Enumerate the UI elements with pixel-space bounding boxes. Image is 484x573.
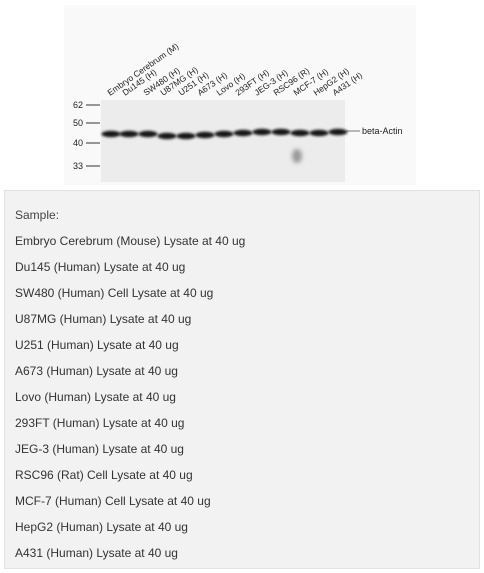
protein-band bbox=[119, 130, 139, 138]
sample-item: SW480 (Human) Cell Lysate at 40 ug bbox=[15, 286, 214, 300]
sample-item: A431 (Human) Lysate at 40 ug bbox=[15, 546, 178, 560]
membrane bbox=[101, 100, 345, 182]
protein-band bbox=[233, 129, 253, 137]
band-row bbox=[101, 128, 348, 140]
protein-band bbox=[290, 129, 310, 137]
protein-band bbox=[195, 131, 215, 139]
marker-label: 33 bbox=[73, 161, 83, 171]
protein-band bbox=[328, 128, 348, 136]
western-blot-figure: Embryo Cerebrum (M) Du145 (H) SW480 (H) U87… bbox=[0, 0, 484, 190]
sample-item: HepG2 (Human) Lysate at 40 ug bbox=[15, 520, 188, 534]
sample-item: U251 (Human) Lysate at 40 ug bbox=[15, 338, 179, 352]
marker-label: 40 bbox=[73, 138, 83, 148]
sample-item: U87MG (Human) Lysate at 40 ug bbox=[15, 312, 192, 326]
sample-item: Embryo Cerebrum (Mouse) Lysate at 40 ug bbox=[15, 234, 246, 248]
sample-heading: Sample: bbox=[15, 208, 60, 222]
protein-band bbox=[252, 128, 272, 136]
protein-band bbox=[176, 132, 196, 140]
protein-band bbox=[214, 130, 234, 138]
sample-item: MCF-7 (Human) Cell Lysate at 40 ug bbox=[15, 494, 211, 508]
marker-label: 62 bbox=[73, 100, 83, 110]
marker-label: 50 bbox=[73, 118, 83, 128]
sample-item: Du145 (Human) Lysate at 40 ug bbox=[15, 260, 186, 274]
membrane-smudge bbox=[292, 149, 302, 163]
protein-band bbox=[157, 132, 177, 140]
sample-item: RSC96 (Rat) Cell Lysate at 40 ug bbox=[15, 468, 193, 482]
band-label: beta-Actin bbox=[362, 126, 403, 136]
protein-band bbox=[101, 130, 121, 138]
protein-band bbox=[271, 128, 291, 136]
sample-item: JEG-3 (Human) Lysate at 40 ug bbox=[15, 442, 184, 456]
western-blot-image: Embryo Cerebrum (M)Du145 (H)SW480 (H)U87… bbox=[64, 5, 416, 185]
protein-band bbox=[309, 129, 329, 137]
molecular-weight-markers: 62 50 40 33 bbox=[73, 100, 100, 171]
sample-item: Lovo (Human) Lysate at 40 ug bbox=[15, 390, 176, 404]
sample-item: 293FT (Human) Lysate at 40 ug bbox=[15, 416, 185, 430]
sample-caption: Sample: Embryo Cerebrum (Mouse) Lysate a… bbox=[4, 190, 480, 569]
sample-item: A673 (Human) Lysate at 40 ug bbox=[15, 364, 178, 378]
protein-band bbox=[138, 130, 158, 138]
